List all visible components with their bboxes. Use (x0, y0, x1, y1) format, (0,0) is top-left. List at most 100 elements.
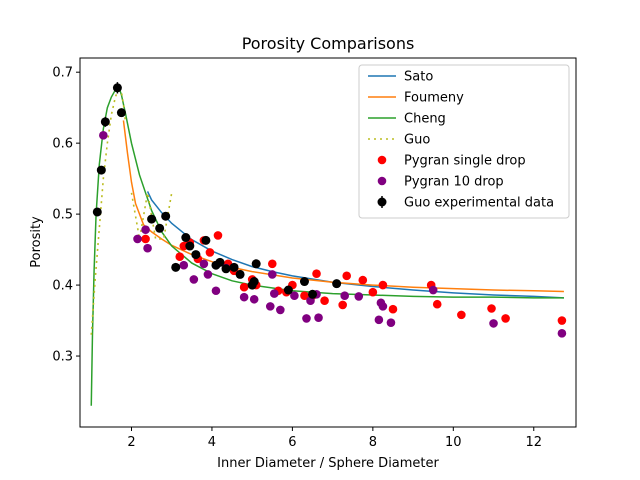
pygran_10-point-23 (374, 315, 384, 325)
guo_exp-point-17 (235, 269, 245, 279)
plot-area (90, 82, 567, 406)
pygran_10-point-28 (489, 319, 498, 328)
guo_exp-point-23 (308, 289, 318, 299)
x-tick-label-4: 4 (208, 435, 216, 450)
chart-title: Porosity Comparisons (242, 34, 415, 53)
pygran_10-point-26 (386, 318, 396, 327)
pygran_10-point-13 (267, 270, 277, 279)
guo_exp-point-1 (96, 165, 106, 175)
legend-item-sato: Sato (368, 70, 433, 85)
legend-label-guo_exp: Guo experimental data (404, 196, 554, 211)
guo_exp-point-3 (112, 83, 122, 93)
pygran_single-point-26 (388, 304, 398, 314)
y-tick-label-0.6: 0.6 (52, 137, 73, 152)
legend-swatch-guo_exp (377, 197, 387, 207)
x-tick-label-6: 6 (288, 435, 296, 450)
guo_exp-point-16 (229, 262, 239, 272)
legend-item-pygran_single: Pygran single drop (377, 154, 526, 169)
guo_exp-point-9 (181, 233, 191, 243)
pygran_single-point-29 (457, 310, 466, 320)
legend-label-pygran_10: Pygran 10 drop (404, 175, 504, 190)
legend-label-foumeny: Foumeny (404, 91, 464, 106)
guo_exp-point-22 (299, 277, 309, 287)
pygran_single-point-20 (320, 296, 329, 305)
legend-label-guo: Guo (404, 133, 430, 148)
guo_exp-point-19 (249, 277, 259, 287)
pygran_10-point-3 (143, 243, 152, 253)
x-tick-label-2: 2 (127, 435, 135, 450)
pygran_single-point-17 (300, 291, 309, 301)
x-tick-label-12: 12 (525, 435, 542, 450)
pygran_single-point-6 (205, 248, 215, 257)
pygran_single-point-25 (378, 280, 388, 290)
pygran_single-point-31 (501, 314, 510, 323)
legend-item-pygran_10: Pygran 10 drop (377, 175, 504, 190)
pygran_single-point-24 (368, 287, 378, 297)
guo_exp-point-14 (215, 257, 225, 267)
y-axis-label: Porosity (29, 216, 44, 268)
guo_exp-point-7 (161, 211, 171, 221)
pygran_single-point-19 (312, 269, 321, 279)
guo_exp-point-15 (221, 264, 231, 274)
pygran_10-point-27 (428, 285, 438, 295)
guo_exp-point-0 (92, 207, 102, 217)
guo_exp-point-4 (116, 108, 126, 118)
pygran_single-point-1 (175, 252, 185, 261)
legend-item-foumeny: Foumeny (368, 91, 464, 106)
pygran_single-point-0 (141, 234, 150, 244)
pygran_single-point-7 (213, 231, 223, 240)
legend: Sato Foumeny Cheng Guo Pygran single drop Pyg… (358, 64, 570, 219)
pygran_10-point-1 (133, 234, 142, 244)
pygran_single-point-30 (487, 304, 496, 313)
guo_exp-point-21 (283, 285, 293, 295)
guo_exp-point-12 (201, 235, 211, 245)
guo_exp-point-8 (171, 262, 181, 272)
pygran_10-point-5 (189, 275, 199, 284)
pygran_10-point-8 (211, 286, 221, 296)
guo_exp-point-11 (191, 250, 201, 260)
pygran_single-point-28 (432, 299, 442, 309)
guo_exp-point-24 (332, 279, 342, 289)
x-tick-label-10: 10 (445, 435, 462, 450)
pygran_single-point-21 (338, 300, 347, 310)
legend-label-pygran_single: Pygran single drop (404, 154, 526, 169)
legend-label-sato: Sato (404, 70, 433, 85)
pygran_10-point-17 (302, 314, 311, 323)
pygran_10-point-11 (249, 294, 259, 304)
pygran_single-point-22 (342, 271, 352, 281)
y-tick-label-0.7: 0.7 (52, 66, 73, 81)
pygran_10-point-15 (276, 305, 285, 315)
x-axis-ticks: 2 4 6 8 10 12 (127, 427, 542, 450)
y-axis-ticks: 0.3 0.4 0.5 0.6 0.7 (52, 66, 80, 365)
legend-item-cheng: Cheng (368, 112, 446, 127)
axes-frame (79, 57, 577, 428)
legend-swatch-pygran_10 (377, 176, 387, 186)
guo_exp-point-10 (185, 241, 195, 251)
legend-item-guo: Guo (368, 133, 430, 148)
pygran_single-point-32 (557, 316, 567, 325)
legend-box (358, 64, 570, 219)
pygran_10-point-20 (314, 313, 323, 323)
legend-item-guo_exp: Guo experimental data (377, 196, 554, 211)
pygran_10-point-21 (340, 291, 349, 301)
pygran_10-point-2 (141, 225, 150, 235)
legend-swatch-pygran_single (377, 155, 387, 165)
pygran_10-point-7 (203, 270, 213, 279)
pygran_single-point-13 (267, 259, 277, 269)
pygran_10-point-25 (378, 302, 388, 311)
y-tick-label-0.4: 0.4 (52, 279, 73, 294)
pygran_single-point-23 (358, 275, 368, 285)
cheng-line (90, 84, 564, 406)
guo-segment-1 (130, 192, 173, 240)
guo-segment-0 (90, 84, 127, 335)
pygran_10-point-4 (179, 260, 189, 270)
pygran_10-point-10 (239, 292, 249, 302)
guo_exp-point-5 (147, 214, 157, 224)
y-tick-label-0.3: 0.3 (52, 350, 73, 365)
pygran_10-point-12 (265, 302, 275, 311)
legend-label-cheng: Cheng (404, 112, 446, 127)
pygran_10-point-6 (199, 259, 209, 269)
pygran_10-point-29 (557, 329, 567, 338)
pygran_10-point-16 (290, 291, 299, 301)
